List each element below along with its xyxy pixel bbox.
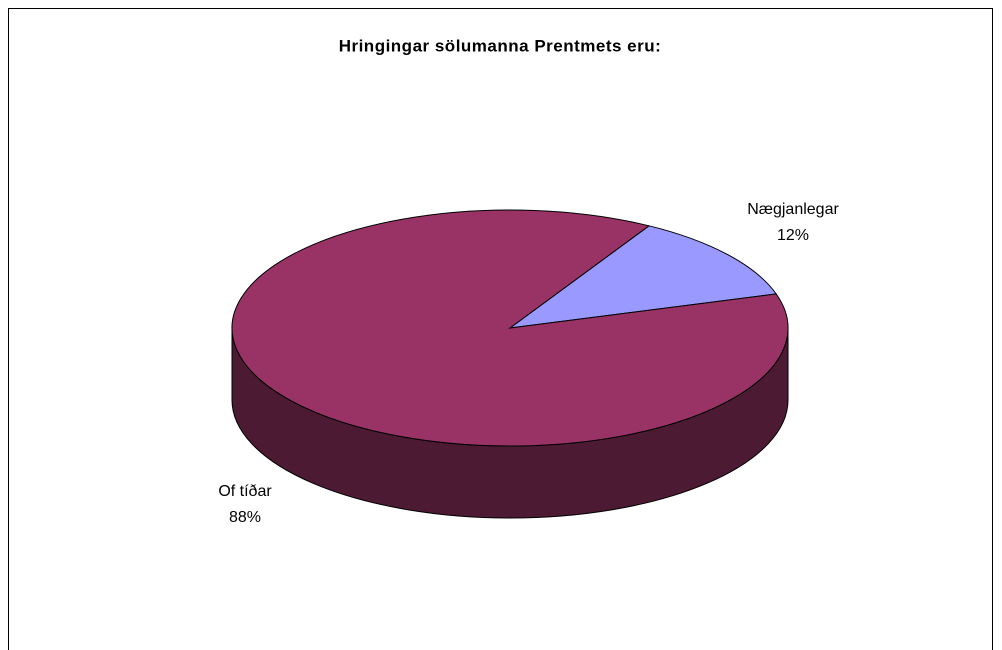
slice-label-name: Nægjanlegar — [747, 201, 839, 218]
slice-label-name: Of tíðar — [218, 483, 272, 500]
chart-title: Hringingar sölumanna Prentmets eru: — [339, 36, 662, 55]
slice-label-value: 88% — [229, 509, 261, 526]
pie-slice — [508, 225, 778, 329]
pie-slice — [231, 209, 789, 447]
slice-label-value: 12% — [777, 227, 809, 244]
